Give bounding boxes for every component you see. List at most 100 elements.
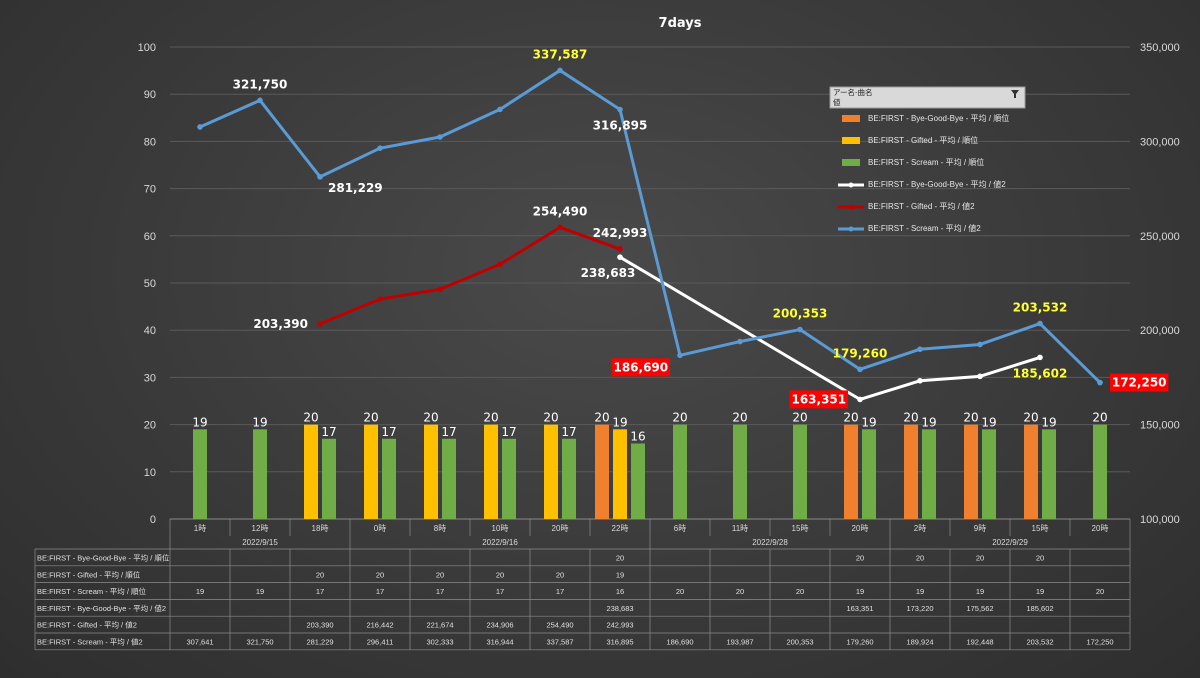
table-row-label: BE:FIRST - Scream - 平均 / 順位 xyxy=(37,586,147,596)
bar-data-label: 20 xyxy=(963,411,978,425)
left-tick-label: 30 xyxy=(144,372,156,384)
bar-data-label: 17 xyxy=(561,425,576,439)
table-cell: 216,442 xyxy=(366,621,393,630)
bar-data-label: 20 xyxy=(303,411,318,425)
table-cell: 175,562 xyxy=(966,604,993,613)
table-cell: 186,690 xyxy=(666,638,693,647)
bar xyxy=(844,424,858,519)
table-cell: 20 xyxy=(1096,587,1104,596)
label-box xyxy=(611,358,670,377)
line-data-label: 200,353 xyxy=(773,307,828,321)
series-point xyxy=(257,97,263,104)
bar-data-label: 19 xyxy=(252,415,267,429)
table-cell: 19 xyxy=(916,587,924,596)
series-point xyxy=(1097,379,1103,386)
table-cell: 20 xyxy=(316,570,324,579)
line-data-label: 172,250 xyxy=(1112,376,1167,390)
series-point xyxy=(617,254,623,260)
left-tick-label: 10 xyxy=(144,467,156,479)
bar-series xyxy=(193,424,1107,519)
category-label: 20時 xyxy=(1092,524,1109,533)
table-cell: 16 xyxy=(616,587,624,596)
bar xyxy=(544,424,558,519)
table-cell: 19 xyxy=(976,587,984,596)
series-point xyxy=(557,224,563,231)
line-data-label: 321,750 xyxy=(233,77,288,91)
table-cell: 185,602 xyxy=(1026,604,1053,613)
series-point xyxy=(917,377,923,384)
category-label: 22時 xyxy=(612,524,629,533)
series-point xyxy=(1037,320,1043,327)
category-label: 11時 xyxy=(732,524,748,533)
legend-entry: BE:FIRST - Scream - 平均 / 値2 xyxy=(868,223,981,233)
legend-entry: BE:FIRST - Scream - 平均 / 順位 xyxy=(868,157,984,167)
bar-data-label: 17 xyxy=(441,425,456,439)
table-row-label: BE:FIRST - Gifted - 平均 / 順位 xyxy=(37,569,141,579)
table-row-label: BE:FIRST - Bye-Good-Bye - 平均 / 順位 xyxy=(37,553,170,563)
bar-data-label: 20 xyxy=(1092,411,1107,425)
legend-swatch xyxy=(842,159,860,166)
bar-data-label: 19 xyxy=(1041,415,1056,429)
table-cell: 17 xyxy=(556,587,564,596)
bar xyxy=(562,438,576,519)
category-label: 1時 xyxy=(194,524,206,533)
legend-marker xyxy=(848,226,854,232)
table-cell: 20 xyxy=(616,554,624,563)
left-tick-label: 70 xyxy=(144,184,156,196)
bar xyxy=(982,429,996,519)
category-label: 20時 xyxy=(852,524,869,533)
table-cell: 193,987 xyxy=(726,638,753,647)
right-tick-label: 100,000 xyxy=(1140,514,1180,526)
bar xyxy=(484,424,498,519)
bar xyxy=(442,438,456,519)
bar xyxy=(964,424,978,519)
bar xyxy=(1024,424,1038,519)
series-point xyxy=(617,246,623,252)
bar-data-label: 20 xyxy=(732,411,747,425)
line-data-label: 238,683 xyxy=(581,266,636,280)
label-box xyxy=(789,390,848,409)
bar-data-label: 16 xyxy=(630,429,645,443)
table-cell: 316,944 xyxy=(486,638,513,647)
legend-swatch xyxy=(842,137,860,144)
line-data-label: 203,390 xyxy=(253,317,308,331)
bar-data-label: 20 xyxy=(672,411,687,425)
series-point xyxy=(497,106,503,113)
series-point xyxy=(377,145,383,151)
table-cell: 20 xyxy=(916,554,924,563)
bar-data-label: 19 xyxy=(861,415,876,429)
table-cell: 254,490 xyxy=(546,621,573,630)
date-group-label: 2022/9/15 xyxy=(242,538,278,547)
category-label: 20時 xyxy=(552,524,569,533)
legend: アー名-曲名値 BE:FIRST - Bye-Good-Bye - 平均 / 順位… xyxy=(829,86,1026,233)
bar xyxy=(595,424,609,519)
label-box xyxy=(1110,373,1169,392)
bar xyxy=(922,429,936,519)
line-series xyxy=(197,67,1103,403)
table-cell: 316,895 xyxy=(606,638,633,647)
bar xyxy=(862,429,876,519)
bar-data-label: 20 xyxy=(423,411,438,425)
table-cell: 203,390 xyxy=(306,621,333,630)
series-point xyxy=(377,296,383,302)
table-cell: 20 xyxy=(736,587,744,596)
line-data-label: 254,490 xyxy=(533,204,588,218)
series-point xyxy=(557,67,563,74)
legend-marker xyxy=(848,204,854,210)
table-cell: 307,641 xyxy=(186,638,213,647)
bar-data-label: 17 xyxy=(501,425,516,439)
bar-data-label: 20 xyxy=(363,411,378,425)
right-tick-label: 350,000 xyxy=(1140,42,1180,54)
table-cell: 203,532 xyxy=(1026,638,1053,647)
bar-data-label: 20 xyxy=(1023,411,1038,425)
table-cell: 234,906 xyxy=(486,621,513,630)
right-tick-label: 250,000 xyxy=(1140,231,1180,243)
category-label: 10時 xyxy=(492,524,509,533)
left-axis: 0 10 20 30 40 50 60 70 80 90 100 xyxy=(138,42,156,526)
table-cell: 337,587 xyxy=(546,638,573,647)
bar xyxy=(613,429,627,519)
series-point xyxy=(437,134,443,140)
series-point xyxy=(857,396,863,403)
line-data-label: 163,351 xyxy=(791,392,846,406)
